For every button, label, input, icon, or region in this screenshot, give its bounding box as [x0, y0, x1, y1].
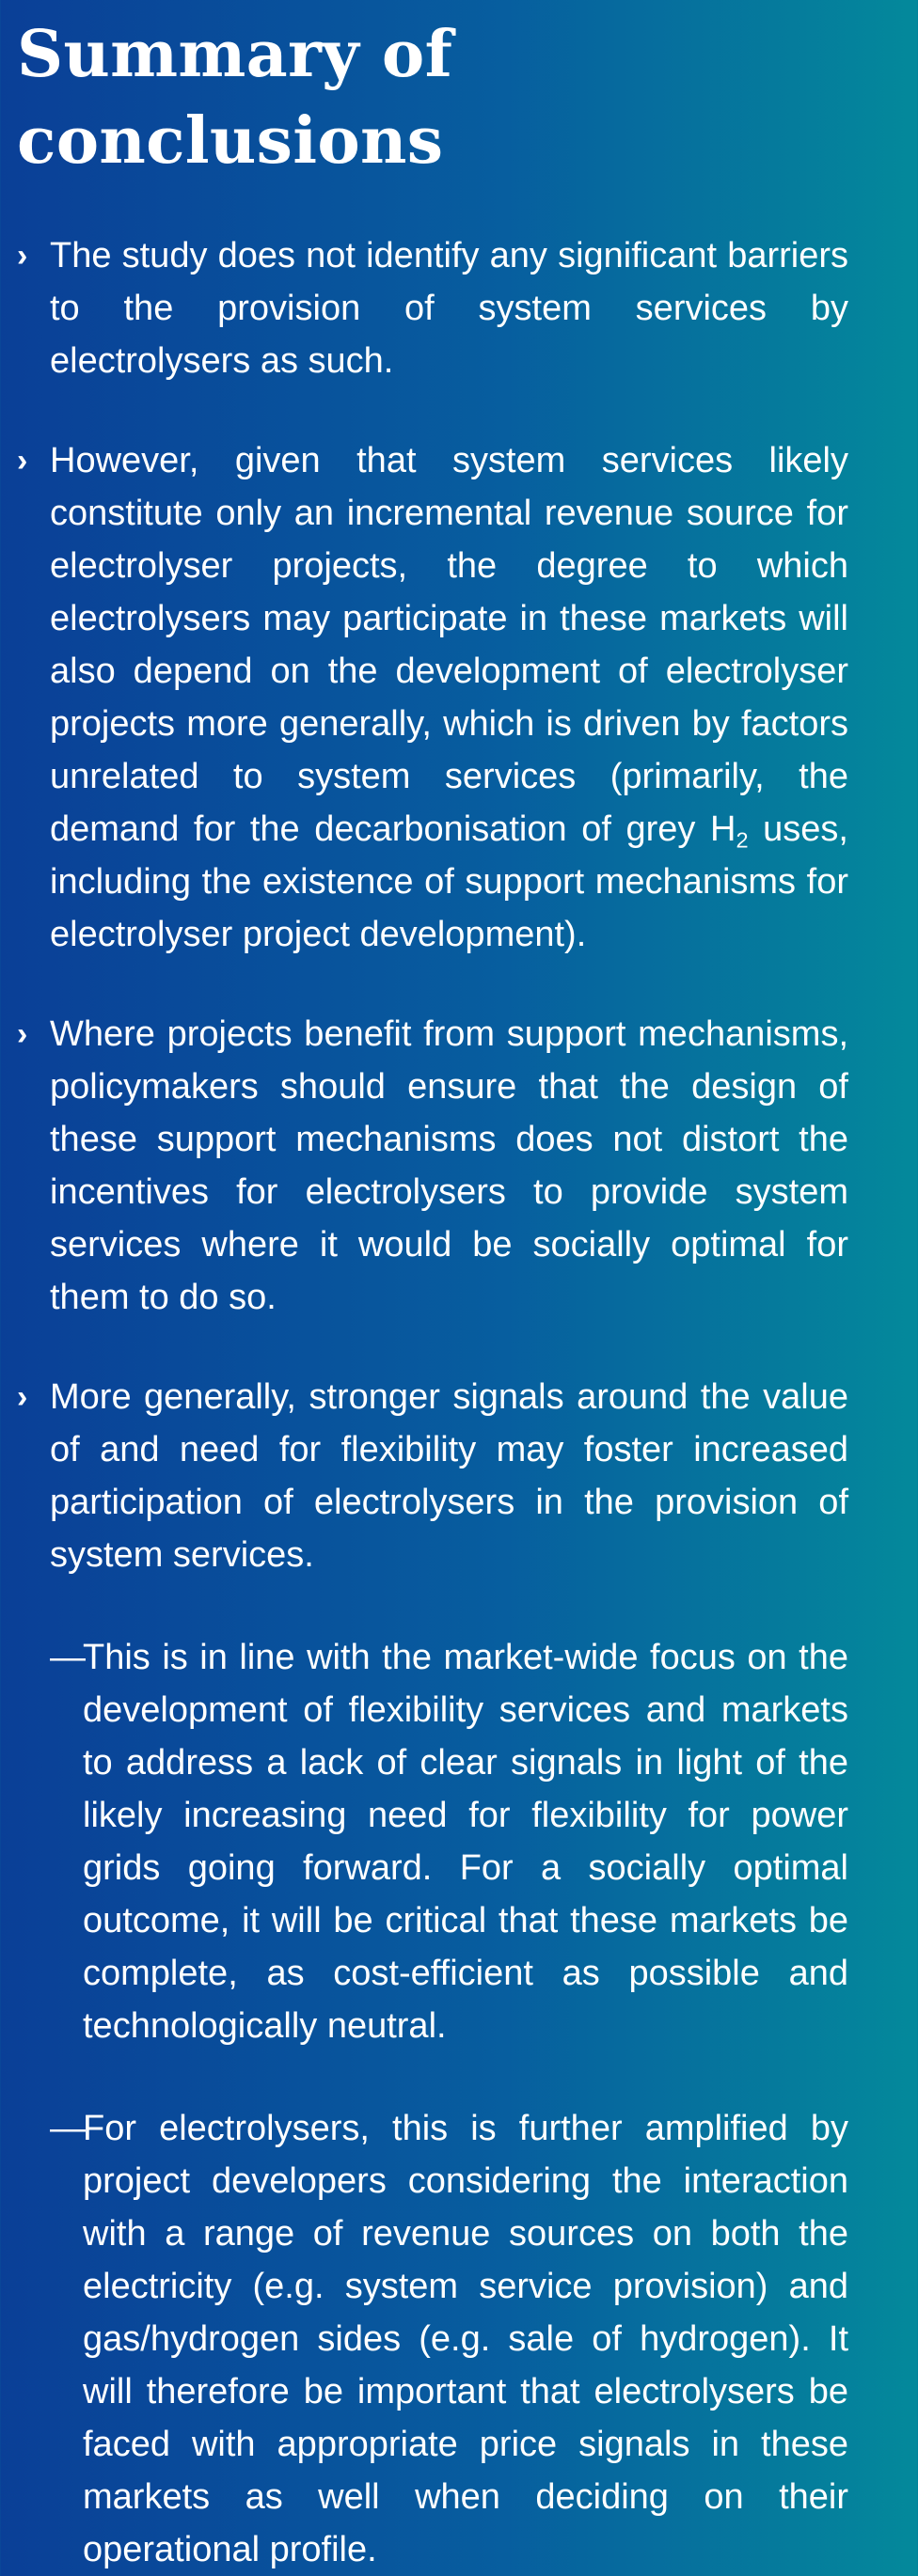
chevron-right-icon: ›	[17, 1016, 28, 1052]
conclusion-text: The study does not identify any signific…	[50, 236, 848, 381]
sub-conclusion-item: — This is in line with the market-wide f…	[50, 1631, 848, 2052]
conclusion-item: › The study does not identify any signif…	[17, 229, 848, 387]
dash-icon: —	[50, 2109, 86, 2148]
chemical-subscript: 2	[736, 827, 749, 853]
page-title: Summary of conclusions	[17, 17, 453, 179]
conclusions-list: › The study does not identify any signif…	[17, 229, 848, 2576]
conclusion-text: More generally, stronger signals around …	[50, 1377, 848, 1575]
conclusion-item: › However, given that system services li…	[17, 434, 848, 961]
summary-panel: Summary of conclusions › The study does …	[0, 0, 918, 2506]
chevron-right-icon: ›	[17, 1379, 28, 1415]
conclusion-text-part: uses, including the existence of support…	[50, 809, 848, 954]
chevron-right-icon: ›	[17, 238, 28, 274]
conclusion-text: Where projects benefit from support mech…	[50, 1014, 848, 1317]
conclusion-text-part: However, given that system services like…	[50, 441, 848, 849]
sub-conclusion-item: — For electrolysers, this is further amp…	[50, 2102, 848, 2576]
conclusion-text: However, given that system services like…	[50, 441, 848, 954]
sub-conclusions-list: — This is in line with the market-wide f…	[50, 1631, 848, 2576]
dash-icon: —	[50, 1638, 86, 1677]
conclusion-item: › Where projects benefit from support me…	[17, 1008, 848, 1324]
chevron-right-icon: ›	[17, 443, 28, 479]
sub-conclusion-text: This is in line with the market-wide foc…	[83, 1638, 848, 2046]
sub-conclusion-text: For electrolysers, this is further ampli…	[83, 2109, 848, 2569]
conclusion-item: › More generally, stronger signals aroun…	[17, 1371, 848, 2576]
